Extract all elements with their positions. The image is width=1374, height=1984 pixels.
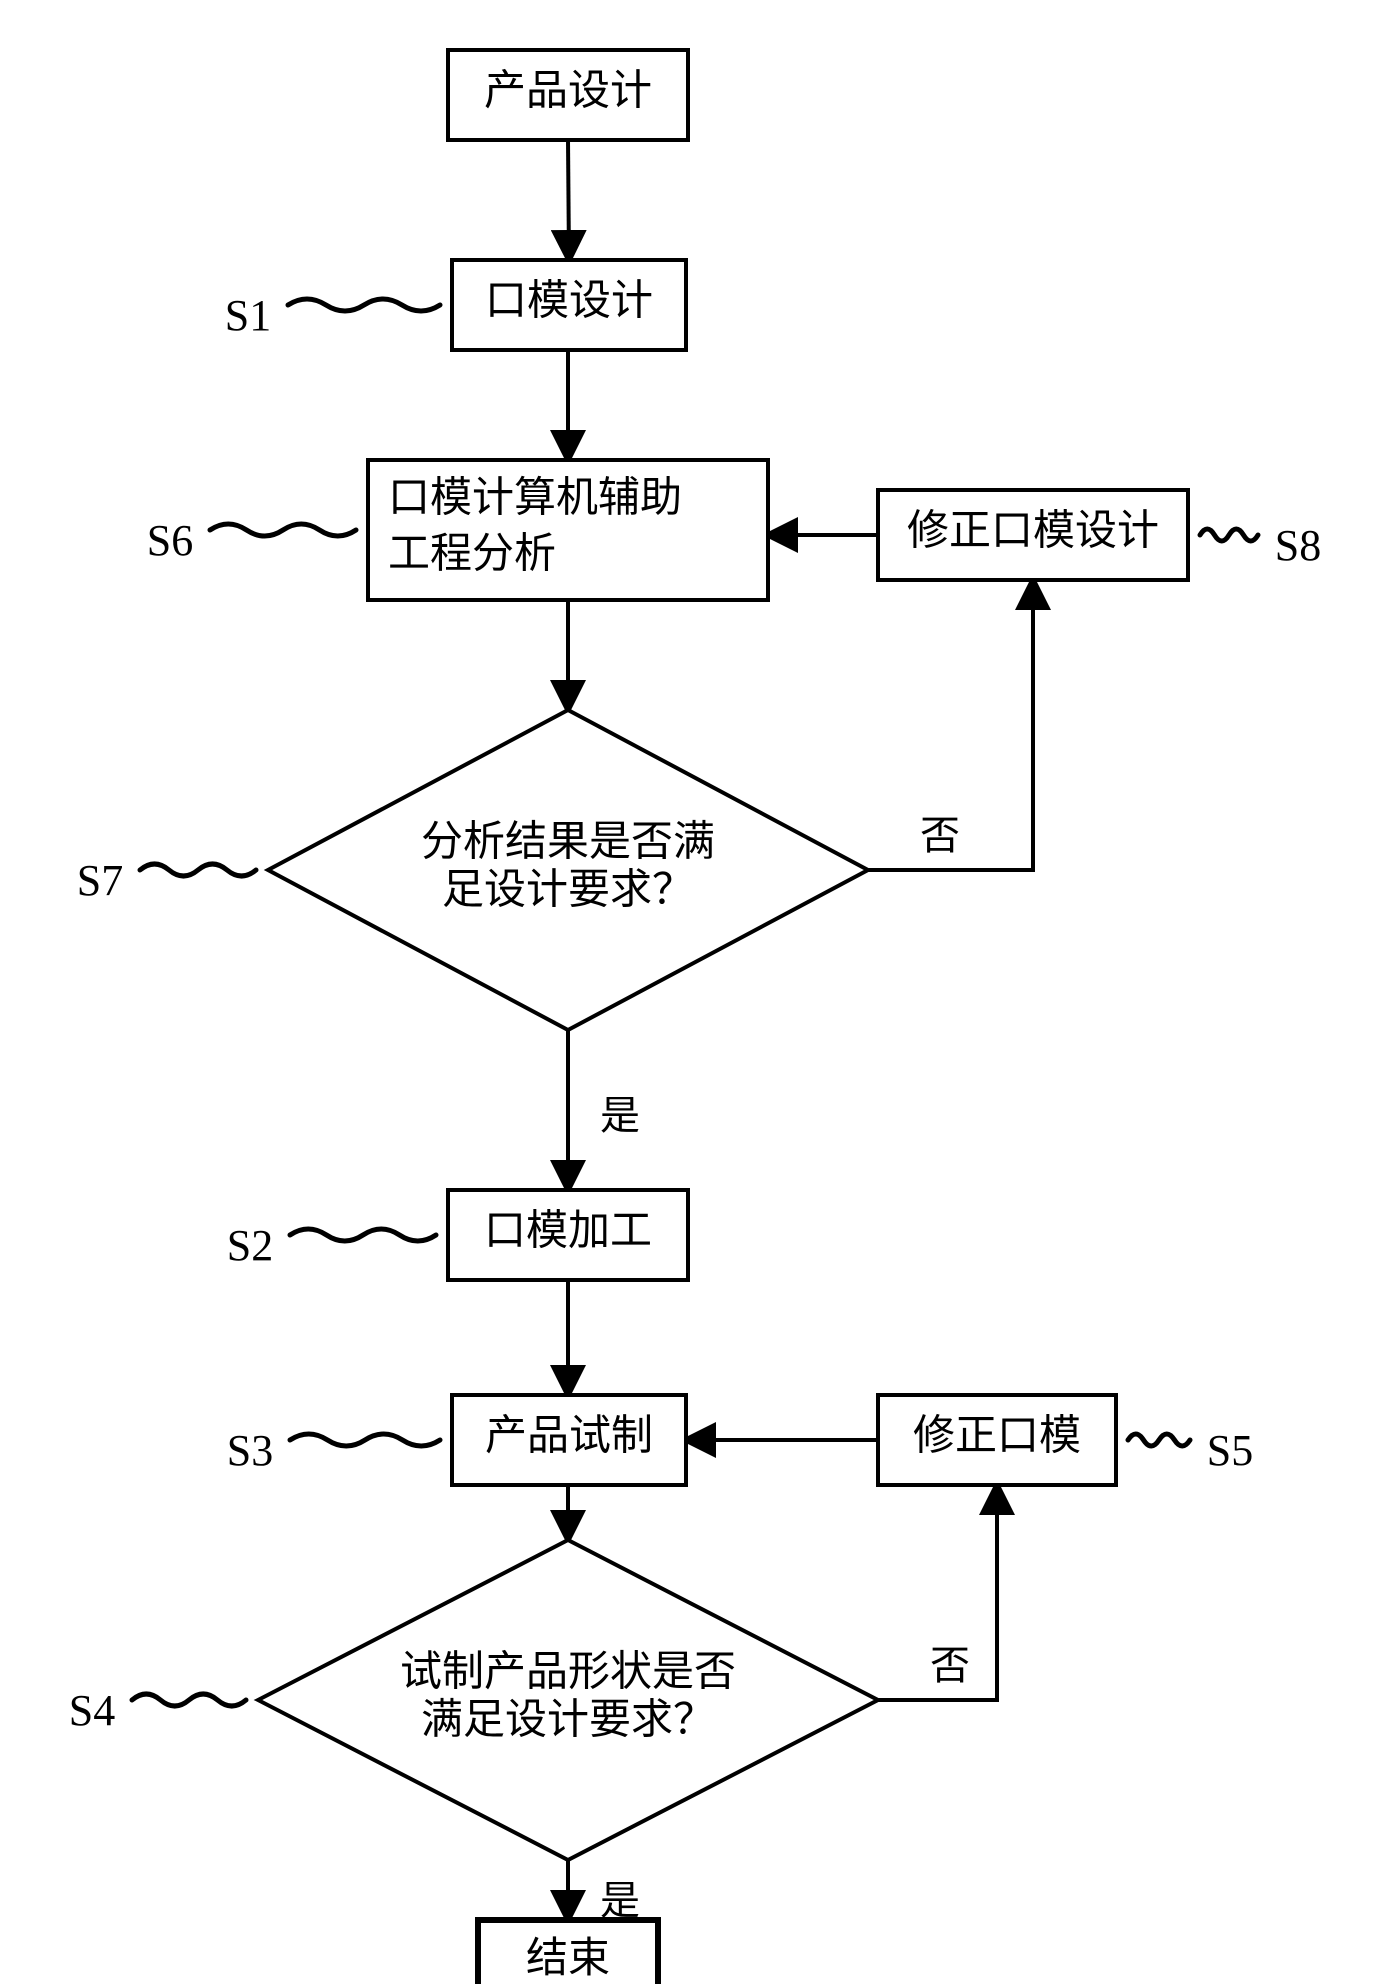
step-label-S8: S8 [1275, 521, 1321, 570]
squiggle-S6 [210, 524, 356, 536]
node-nE-text: 结束 [526, 1936, 610, 1982]
node-n2-text: 口模加工 [484, 1209, 652, 1255]
squiggle-S2 [290, 1229, 436, 1241]
squiggle-S1 [288, 299, 440, 311]
node-n1-text: 口模设计 [485, 279, 653, 325]
edge-label-no2: 否 [930, 1643, 970, 1688]
edge-label-no1: 否 [920, 813, 960, 858]
node-n4-line2: 满足设计要求？ [421, 1698, 715, 1744]
node-n3-text: 产品试制 [485, 1414, 653, 1460]
squiggle-S3 [290, 1434, 440, 1446]
node-n6-line2: 工程分析 [388, 532, 556, 578]
squiggle-S8 [1200, 529, 1258, 541]
squiggle-S4 [132, 1694, 246, 1706]
step-label-S6: S6 [147, 516, 193, 565]
edge-label-yes1: 是 [600, 1093, 640, 1138]
edge-n0-n1 [568, 140, 569, 260]
squiggle-S7 [140, 864, 256, 876]
node-n7-line1: 分析结果是否满 [421, 820, 715, 866]
step-label-S3: S3 [227, 1426, 273, 1475]
flowchart-canvas: 产品设计口模设计口模计算机辅助工程分析 修正口模设计分析结果是否满足设计要求？ 口模… [0, 0, 1374, 1984]
step-label-S5: S5 [1207, 1426, 1253, 1475]
node-n7-line2: 足设计要求？ [442, 868, 694, 914]
node-n6-line1: 口模计算机辅助 [388, 476, 682, 522]
step-label-S7: S7 [77, 856, 123, 905]
node-n4-line1: 试制产品形状是否 [400, 1650, 736, 1696]
node-n5-text: 修正口模 [913, 1414, 1081, 1460]
step-label-S4: S4 [69, 1686, 115, 1735]
node-n8-text: 修正口模设计 [907, 509, 1159, 555]
node-n0-text: 产品设计 [484, 69, 652, 115]
nodes-layer: 产品设计口模设计口模计算机辅助工程分析 修正口模设计分析结果是否满足设计要求？ 口模… [258, 50, 1188, 1984]
step-label-S1: S1 [225, 291, 271, 340]
squiggle-S5 [1128, 1434, 1190, 1446]
edge-label-yes2: 是 [600, 1878, 640, 1923]
step-label-S2: S2 [227, 1221, 273, 1270]
